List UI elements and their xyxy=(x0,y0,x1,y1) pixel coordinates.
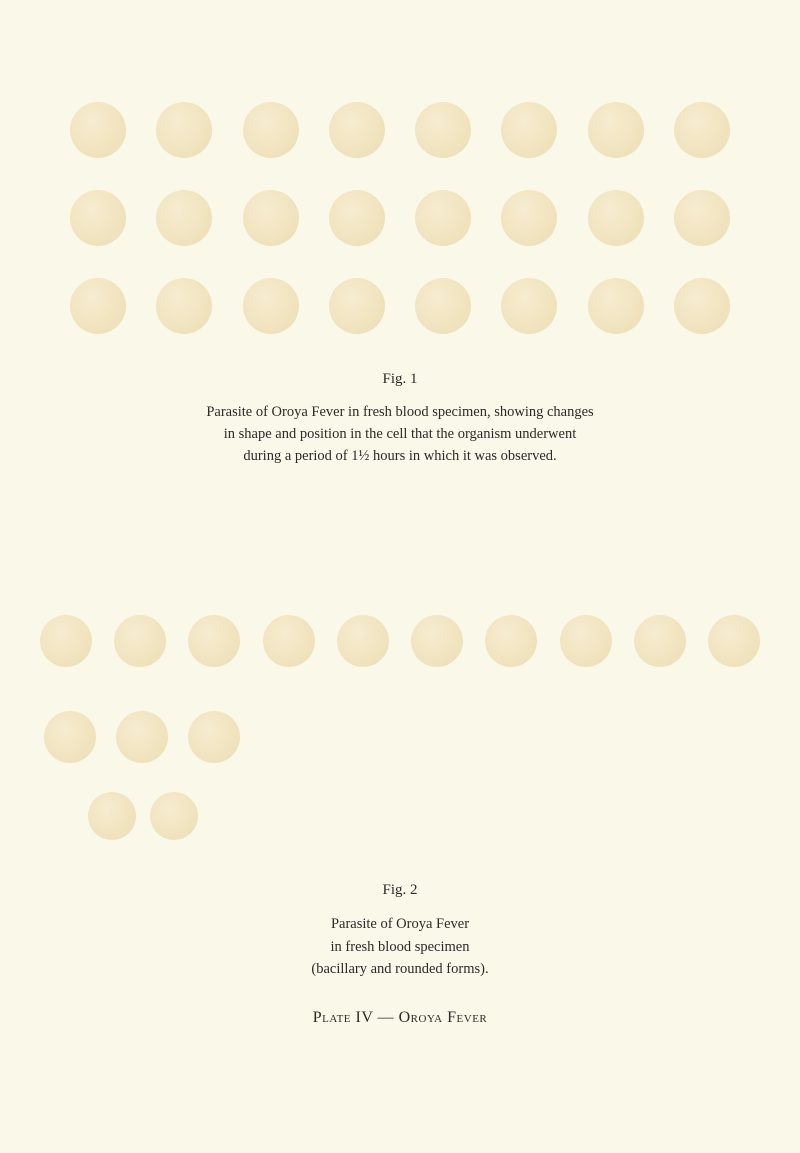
blood-cell xyxy=(674,102,730,158)
blood-cell xyxy=(501,102,557,158)
fig1-caption-line: during a period of 1½ hours in which it … xyxy=(243,448,556,464)
blood-cell xyxy=(329,102,385,158)
blood-cell xyxy=(588,278,644,334)
blood-cell xyxy=(501,278,557,334)
blood-cell xyxy=(70,190,126,246)
blood-cell xyxy=(114,615,166,667)
blood-cell xyxy=(263,615,315,667)
fig1-row-2 xyxy=(70,183,730,253)
blood-cell xyxy=(674,190,730,246)
fig2-label: Fig. 2 xyxy=(40,882,760,899)
blood-cell xyxy=(588,102,644,158)
blood-cell xyxy=(415,190,471,246)
blood-cell xyxy=(156,278,212,334)
blood-cell xyxy=(411,615,463,667)
fig2-caption-line: Parasite of Oroya Fever xyxy=(331,916,469,932)
fig1-row-3 xyxy=(70,271,730,341)
blood-cell xyxy=(588,190,644,246)
blood-cell xyxy=(156,102,212,158)
blood-cell xyxy=(70,102,126,158)
blood-cell xyxy=(634,615,686,667)
blood-cell xyxy=(44,711,96,763)
blood-cell xyxy=(188,711,240,763)
fig2-row-1 xyxy=(40,612,760,670)
blood-cell xyxy=(337,615,389,667)
blood-cell xyxy=(150,792,198,840)
blood-cell xyxy=(88,792,136,840)
blood-cell xyxy=(116,711,168,763)
blood-cell xyxy=(243,278,299,334)
fig1-caption-text: Parasite of Oroya Fever in fresh blood s… xyxy=(70,402,730,467)
fig2-row-2 xyxy=(40,708,760,766)
blood-cell xyxy=(243,190,299,246)
blood-cell xyxy=(485,615,537,667)
blood-cell xyxy=(415,102,471,158)
blood-cell xyxy=(415,278,471,334)
blood-cell xyxy=(501,190,557,246)
fig2-caption-line: (bacillary and rounded forms). xyxy=(311,961,488,977)
fig1-caption-line: Parasite of Oroya Fever in fresh blood s… xyxy=(206,404,593,420)
fig1-row-1 xyxy=(70,95,730,165)
blood-cell xyxy=(708,615,760,667)
fig2-caption-text: Parasite of Oroya Fever in fresh blood s… xyxy=(40,913,760,980)
blood-cell xyxy=(156,190,212,246)
blood-cell xyxy=(188,615,240,667)
fig2-row-3 xyxy=(40,790,760,842)
plate-label: Plate IV — Oroya Fever xyxy=(40,1009,760,1027)
blood-cell xyxy=(70,278,126,334)
fig2-caption-line: in fresh blood specimen xyxy=(331,939,470,955)
fig1-caption: Fig. 1 Parasite of Oroya Fever in fresh … xyxy=(70,371,730,467)
figure-1-section: Fig. 1 Parasite of Oroya Fever in fresh … xyxy=(0,0,800,467)
blood-cell xyxy=(674,278,730,334)
fig2-caption: Fig. 2 Parasite of Oroya Fever in fresh … xyxy=(40,882,760,980)
blood-cell xyxy=(329,278,385,334)
blood-cell xyxy=(243,102,299,158)
blood-cell xyxy=(329,190,385,246)
figure-2-section: Fig. 2 Parasite of Oroya Fever in fresh … xyxy=(0,467,800,1026)
blood-cell xyxy=(40,615,92,667)
blood-cell xyxy=(560,615,612,667)
fig1-label: Fig. 1 xyxy=(70,371,730,388)
fig1-caption-line: in shape and position in the cell that t… xyxy=(224,426,577,442)
